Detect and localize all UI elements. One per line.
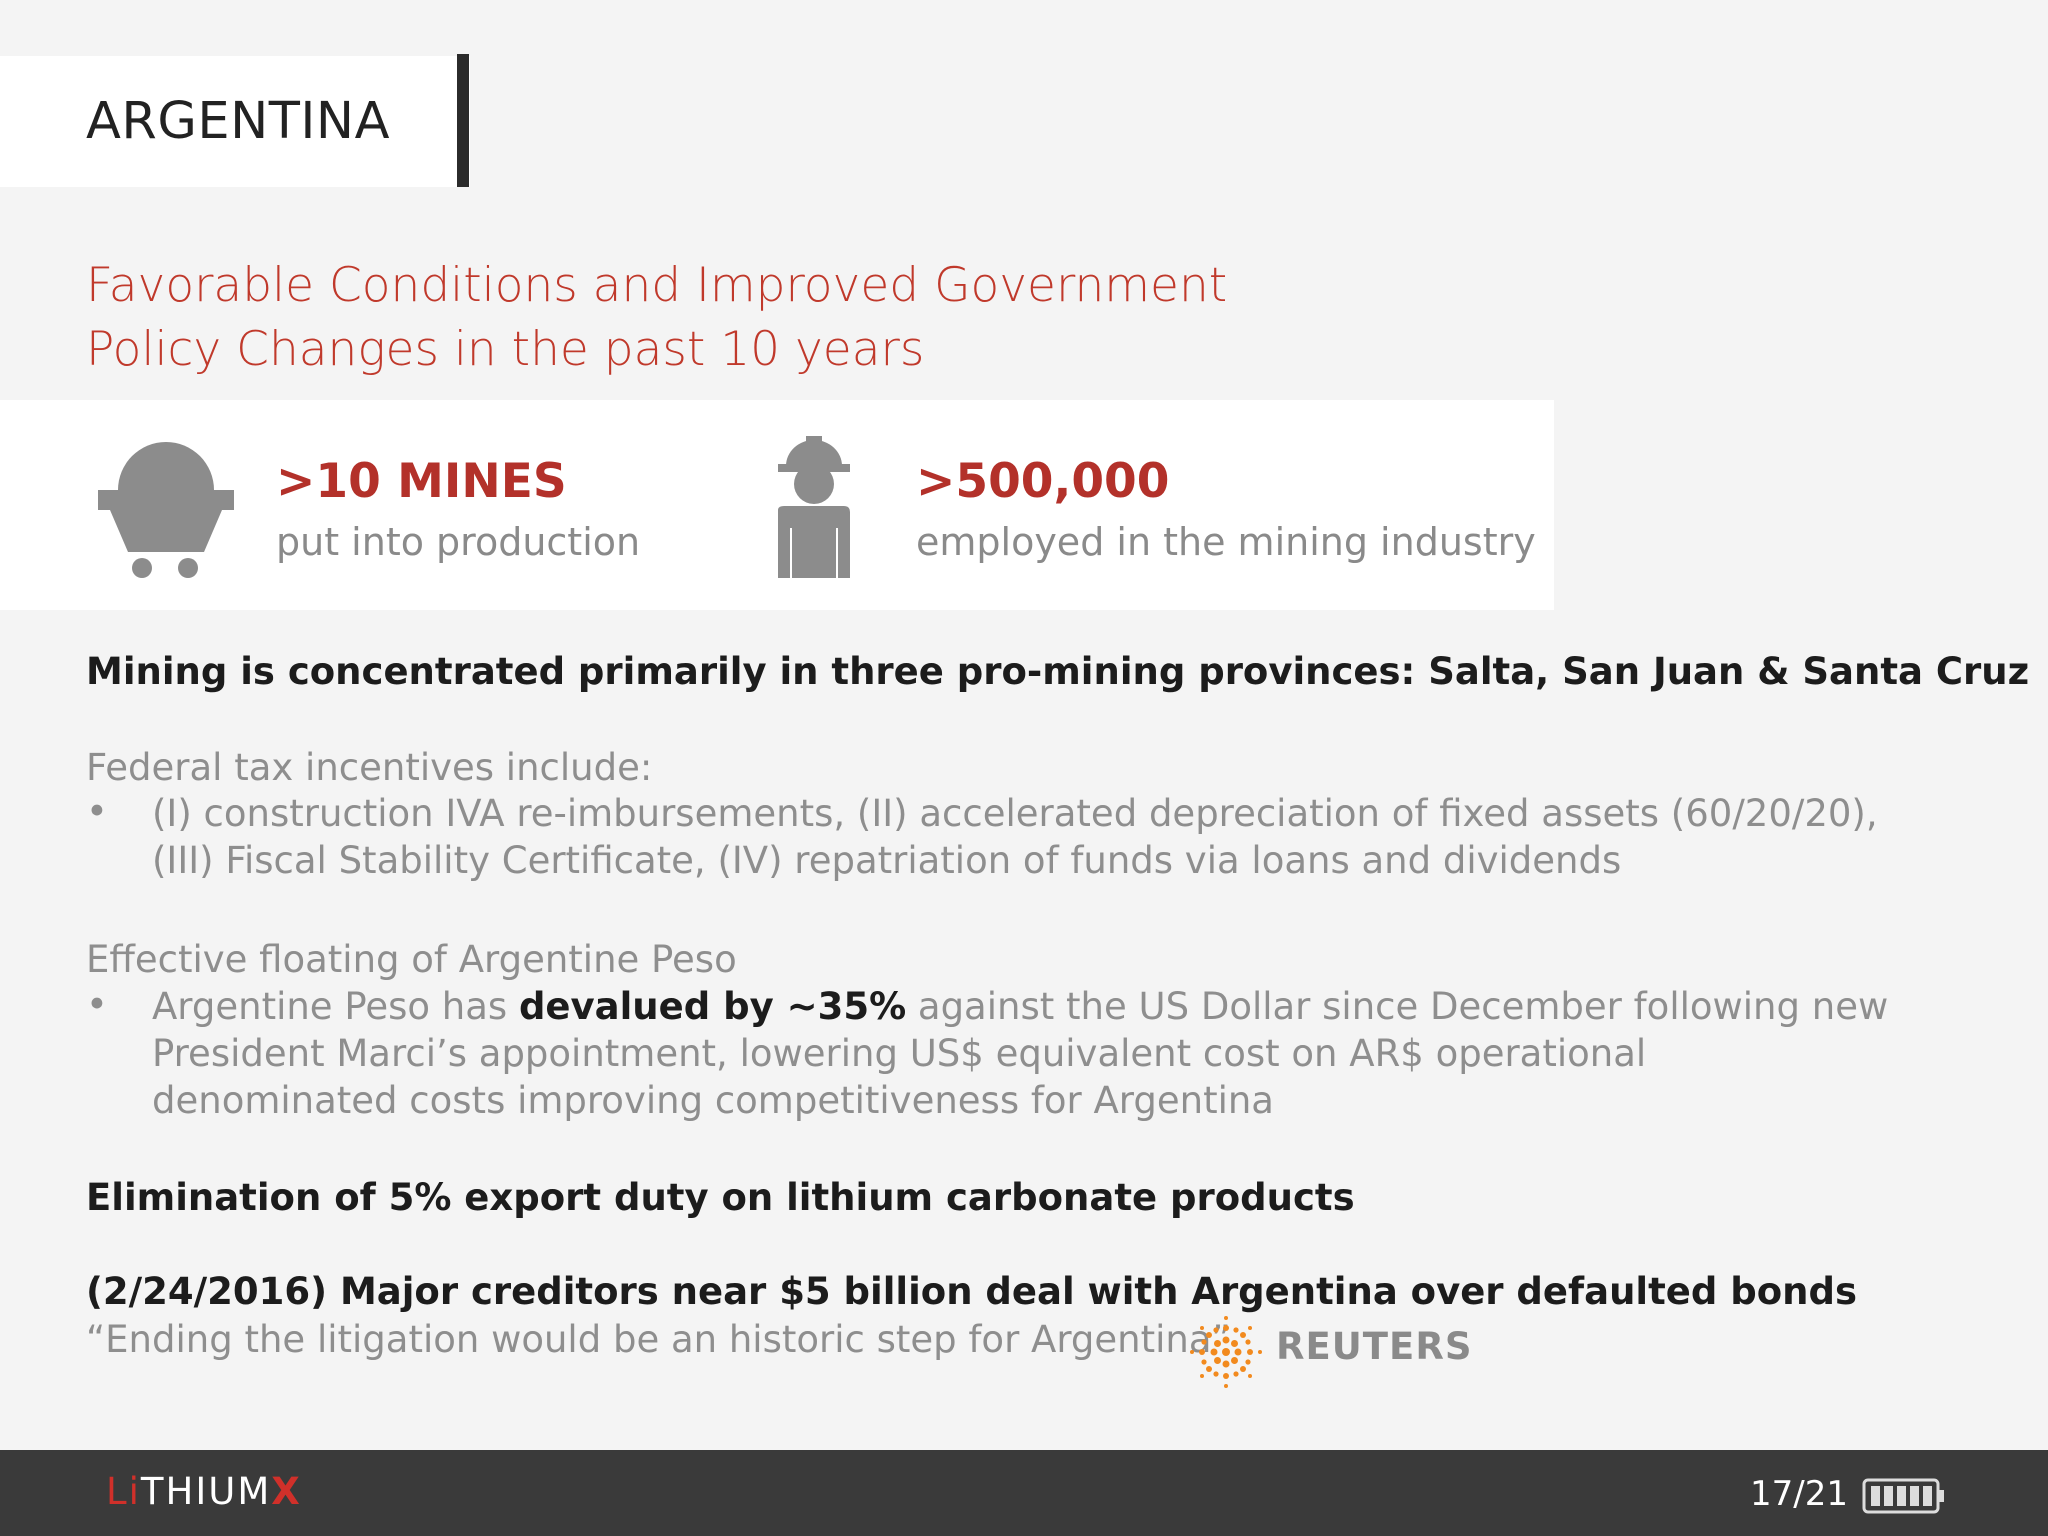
reuters-wordmark: REUTERS [1276, 1325, 1473, 1368]
subtitle: Favorable Conditions and Improved Govern… [86, 254, 1227, 382]
export-duty-line: Elimination of 5% export duty on lithium… [86, 1176, 1355, 1219]
logo-x: X [271, 1470, 302, 1513]
news-headline: (2/24/2016) Major creditors near $5 bill… [86, 1270, 1857, 1313]
peso-bullet-line-3: denominated costs improving competitiven… [152, 1079, 1274, 1122]
peso-bullet-line-2: President Marci’s appointment, lowering … [152, 1032, 1647, 1075]
devaluation-highlight: devalued by ~35% [518, 985, 907, 1028]
page-number: 17/21 [1750, 1474, 1848, 1514]
title-panel [0, 56, 470, 187]
tax-bullet-line-2: (III) Fiscal Stability Certificate, (IV)… [152, 839, 1622, 882]
employed-count: >500,000 [916, 454, 1170, 509]
tax-bullet-line-1: (I) construction IVA re-imbursements, (I… [152, 792, 1878, 835]
mines-label: put into production [276, 520, 641, 564]
peso-bullet-post: against the US Dollar since December fol… [906, 985, 1889, 1028]
lithiumx-logo: LiTHIUMX [106, 1470, 302, 1513]
subtitle-line-2: Policy Changes in the past 10 years [86, 322, 925, 377]
subtitle-line-1: Favorable Conditions and Improved Govern… [86, 258, 1228, 313]
tax-incentives-heading: Federal tax incentives include: [86, 746, 653, 789]
mining-provinces-line: Mining is concentrated primarily in thre… [86, 650, 2030, 693]
logo-thium: THIUM [140, 1470, 272, 1513]
miner-worker-icon [778, 436, 850, 578]
page-title: ARGENTINA [86, 92, 390, 151]
peso-bullet: • Argentine Peso has devalued by ~35% ag… [86, 983, 1986, 1133]
reuters-logo-icon [1190, 1316, 1262, 1388]
peso-bullet-pre: Argentine Peso has [152, 985, 519, 1028]
tax-incentives-bullet: • (I) construction IVA re-imbursements, … [86, 790, 1986, 890]
employed-label: employed in the mining industry [916, 520, 1536, 564]
stats-band [0, 400, 1554, 610]
mines-count: >10 MINES [276, 454, 567, 509]
peso-bullet-line-1: Argentine Peso has devalued by ~35% agai… [152, 983, 1888, 1030]
footer: LiTHIUMX 17/21 [0, 1450, 2048, 1536]
bullet-dot: • [86, 983, 108, 1026]
bullet-dot: • [86, 790, 108, 833]
peso-heading: Effective floating of Argentine Peso [86, 938, 737, 981]
logo-li: Li [106, 1470, 141, 1513]
battery-progress-icon [1862, 1478, 1944, 1514]
title-accent-bar [457, 54, 469, 187]
reuters-quote: “Ending the litigation would be an histo… [86, 1318, 1231, 1361]
mine-cart-icon [98, 442, 234, 578]
